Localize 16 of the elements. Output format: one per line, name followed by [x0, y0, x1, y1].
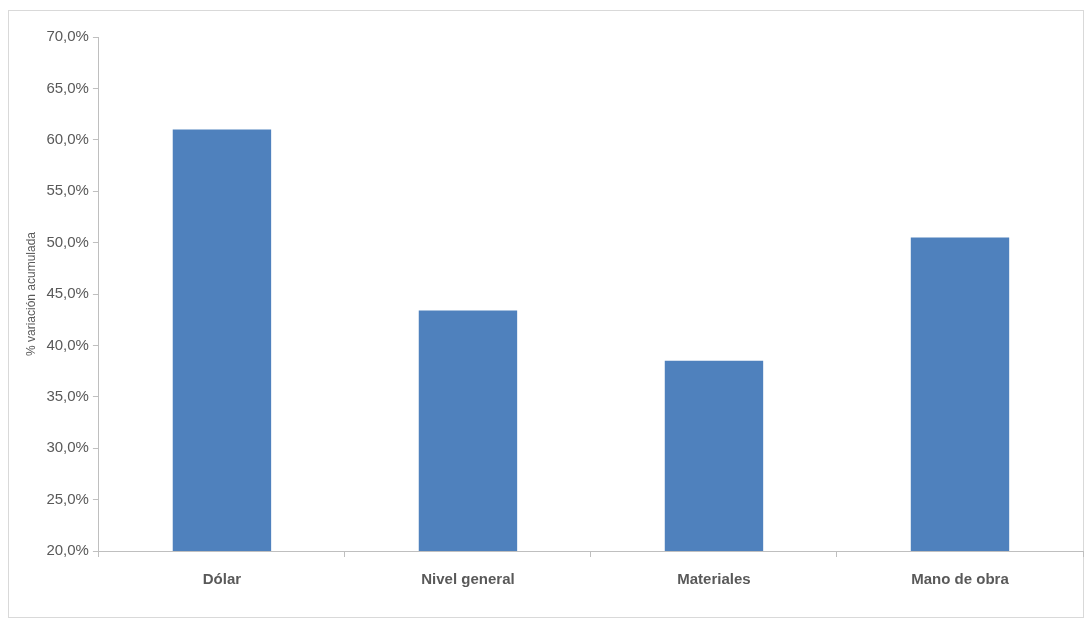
x-tick-label: Nivel general: [421, 570, 515, 588]
y-tick-label: 25,0%: [46, 489, 89, 507]
y-tick-label: 55,0%: [46, 181, 89, 199]
y-tick-label: 60,0%: [46, 129, 89, 147]
y-axis-title: % variación acumulada: [23, 231, 38, 357]
y-tick-label: 45,0%: [46, 284, 89, 302]
y-tick-label: 20,0%: [46, 541, 89, 559]
y-tick-label: 35,0%: [46, 386, 89, 404]
x-tick-label: Mano de obra: [911, 570, 1010, 588]
y-tick-label: 70,0%: [46, 27, 89, 45]
x-tick-label: Materiales: [677, 570, 751, 588]
y-tick-label: 40,0%: [46, 335, 89, 353]
y-tick-label: 65,0%: [46, 78, 89, 96]
y-tick-label: 50,0%: [46, 232, 89, 250]
y-tick-label: 30,0%: [46, 438, 89, 456]
x-tick-label: Dólar: [202, 570, 242, 588]
